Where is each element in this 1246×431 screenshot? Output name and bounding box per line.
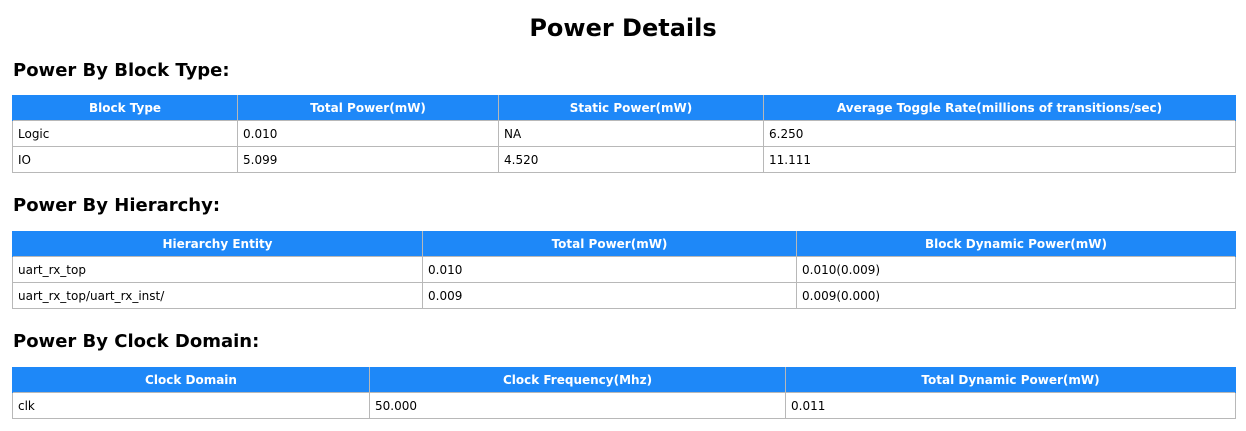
column-header: Clock Frequency(Mhz)	[369, 367, 786, 393]
column-header: Hierarchy Entity	[12, 231, 423, 257]
column-header: Total Power(mW)	[422, 231, 797, 257]
table-row: uart_rx_top 0.010 0.010(0.009)	[12, 256, 1236, 283]
table-cell: 4.520	[498, 146, 764, 173]
section-heading-clock-domain: Power By Clock Domain:	[13, 331, 260, 352]
table-row: uart_rx_top/uart_rx_inst/ 0.009 0.009(0.…	[12, 282, 1236, 309]
table-cell: IO	[12, 146, 238, 173]
table-row: IO 5.099 4.520 11.111	[12, 146, 1236, 173]
clock-domain-table: Clock Domain Clock Frequency(Mhz) Total …	[12, 367, 1236, 419]
table-cell: 0.010	[237, 120, 499, 147]
table-cell: 50.000	[369, 392, 786, 419]
table-header-row: Block Type Total Power(mW) Static Power(…	[12, 95, 1236, 121]
column-header: Total Power(mW)	[237, 95, 499, 121]
table-row: clk 50.000 0.011	[12, 392, 1236, 419]
table-header-row: Hierarchy Entity Total Power(mW) Block D…	[12, 231, 1236, 257]
table-cell: 6.250	[763, 120, 1236, 147]
table-row: Logic 0.010 NA 6.250	[12, 120, 1236, 147]
table-cell: 0.009	[422, 282, 797, 309]
table-cell: uart_rx_top	[12, 256, 423, 283]
table-cell: uart_rx_top/uart_rx_inst/	[12, 282, 423, 309]
column-header: Total Dynamic Power(mW)	[785, 367, 1236, 393]
table-cell: 0.009(0.000)	[796, 282, 1236, 309]
column-header: Average Toggle Rate(millions of transiti…	[763, 95, 1236, 121]
column-header: Block Dynamic Power(mW)	[796, 231, 1236, 257]
column-header: Static Power(mW)	[498, 95, 764, 121]
section-heading-block-type: Power By Block Type:	[13, 60, 230, 81]
table-cell: 0.011	[785, 392, 1236, 419]
column-header: Block Type	[12, 95, 238, 121]
page-title: Power Details	[529, 14, 717, 42]
table-cell: 11.111	[763, 146, 1236, 173]
table-header-row: Clock Domain Clock Frequency(Mhz) Total …	[12, 367, 1236, 393]
table-cell: Logic	[12, 120, 238, 147]
table-cell: NA	[498, 120, 764, 147]
block-type-table: Block Type Total Power(mW) Static Power(…	[12, 95, 1236, 173]
table-cell: 0.010(0.009)	[796, 256, 1236, 283]
column-header: Clock Domain	[12, 367, 370, 393]
table-cell: 5.099	[237, 146, 499, 173]
table-cell: 0.010	[422, 256, 797, 283]
section-heading-hierarchy: Power By Hierarchy:	[13, 195, 221, 216]
table-cell: clk	[12, 392, 370, 419]
hierarchy-table: Hierarchy Entity Total Power(mW) Block D…	[12, 231, 1236, 309]
